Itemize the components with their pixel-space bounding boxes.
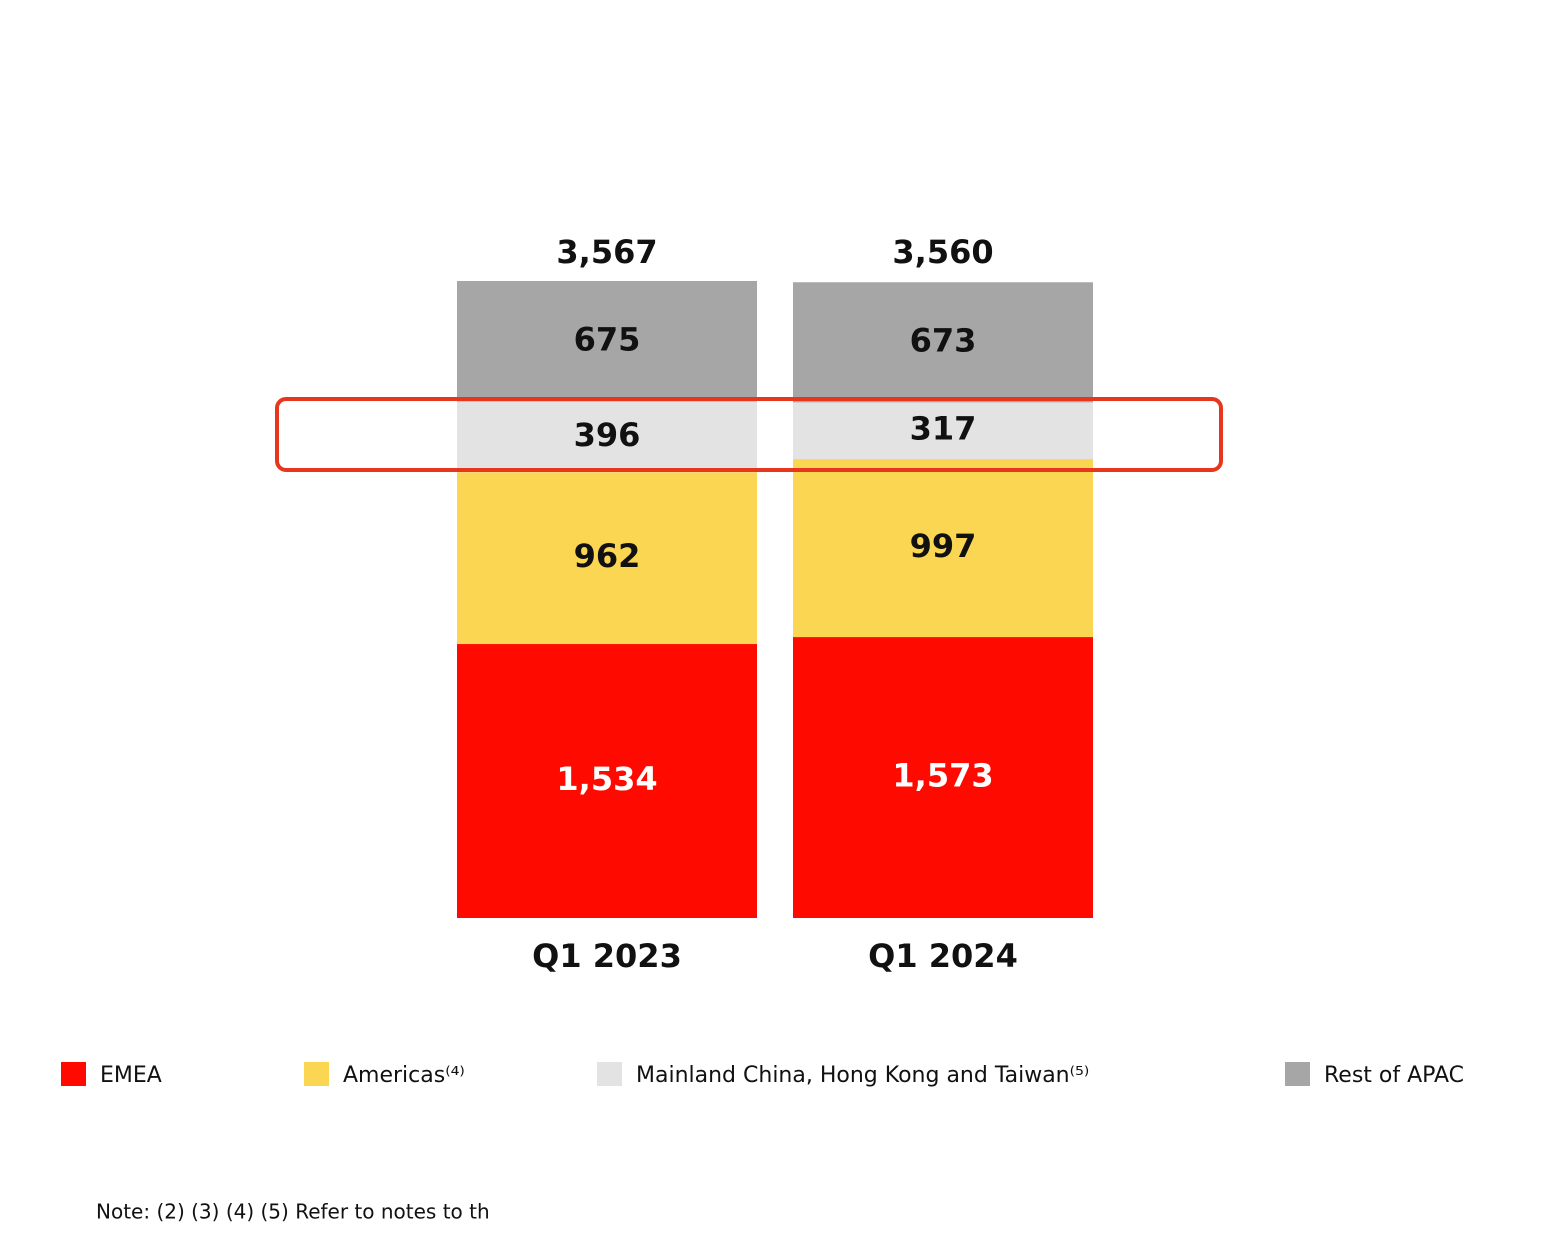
data-label: 675 bbox=[574, 320, 641, 358]
bar-segment bbox=[793, 282, 1093, 403]
legend-swatch bbox=[61, 1062, 86, 1086]
legend-swatch bbox=[597, 1062, 622, 1086]
legend-label: Rest of APAC bbox=[1324, 1063, 1464, 1088]
legend-label: Americas⁽⁴⁾ bbox=[343, 1063, 465, 1088]
data-label: 317 bbox=[910, 410, 977, 448]
data-label: 962 bbox=[574, 537, 641, 575]
legend-swatch bbox=[304, 1062, 329, 1086]
data-label: 1,534 bbox=[556, 760, 657, 798]
x-tick-label: Q1 2023 bbox=[532, 937, 682, 975]
data-label: 673 bbox=[910, 321, 977, 359]
x-tick-label: Q1 2024 bbox=[868, 937, 1018, 975]
total-label: 3,567 bbox=[556, 233, 657, 271]
bar-segment bbox=[457, 401, 757, 473]
legend-swatch bbox=[1285, 1062, 1310, 1086]
data-label: 1,573 bbox=[892, 757, 993, 795]
total-label: 3,560 bbox=[892, 233, 993, 271]
data-label: 997 bbox=[910, 527, 977, 565]
legend-label: EMEA bbox=[100, 1063, 162, 1088]
note: Note: (2) (3) (4) (5) Refer to notes to … bbox=[96, 1200, 490, 1224]
bar-segment bbox=[457, 281, 757, 402]
bar-segment bbox=[793, 637, 1093, 918]
data-label: 396 bbox=[574, 416, 641, 454]
bar-segment bbox=[457, 472, 757, 645]
bar-segment bbox=[457, 644, 757, 918]
legend-label: Mainland China, Hong Kong and Taiwan⁽⁵⁾ bbox=[636, 1063, 1089, 1088]
highlight-box bbox=[275, 397, 1223, 472]
bar-segment bbox=[793, 402, 1093, 460]
bar-segment bbox=[793, 459, 1093, 638]
